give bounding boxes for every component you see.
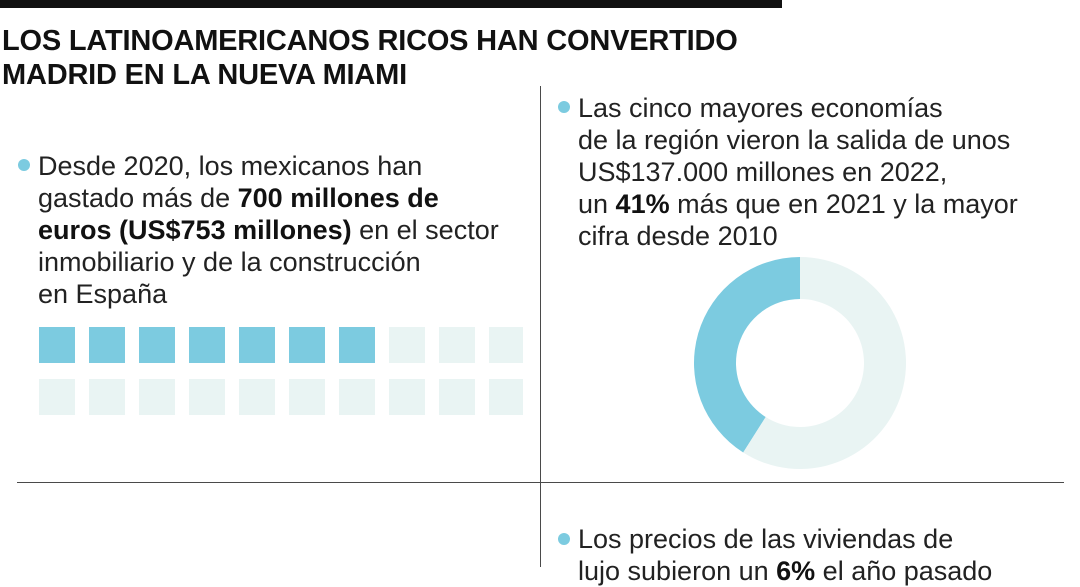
donut-slice-rest	[743, 257, 906, 469]
stat-outflow-line-4: un 41% más que en 2021 y la mayor	[578, 188, 1018, 220]
stat-highlight: 41%	[615, 189, 670, 219]
bullet-dot-icon	[18, 159, 30, 171]
stat-text: un	[578, 189, 616, 219]
bullet-dot-icon	[558, 533, 570, 545]
waffle-cell-empty	[489, 379, 523, 415]
waffle-cell-filled	[39, 327, 75, 363]
bullet-dot-icon	[558, 101, 570, 113]
waffle-cell-empty	[89, 379, 125, 415]
stat-spending-line-4: inmobiliario y de la construcción	[38, 247, 421, 277]
waffle-cell-empty	[489, 327, 523, 363]
waffle-cell-empty	[389, 379, 425, 415]
stat-highlight: 6%	[776, 556, 816, 586]
stat-spending-line-3: euros (US$753 millones) en el sector	[38, 214, 499, 246]
stat-outflow-line-2: de la región vieron la salida de unos	[578, 125, 1011, 155]
stat-spending: Desde 2020, los mexicanos han gastado má…	[38, 150, 499, 310]
stat-text: más que en 2021 y la mayor	[669, 189, 1018, 219]
waffle-cell-empty	[289, 379, 325, 415]
waffle-cell-empty	[139, 379, 175, 415]
headline-line-2: MADRID EN LA NUEVA MIAMI	[2, 59, 407, 91]
waffle-chart	[39, 327, 523, 415]
stat-text: gastado más de	[38, 183, 238, 213]
headline-line-1: LOS LATINOAMERICANOS RICOS HAN CONVERTID…	[2, 25, 738, 57]
stat-highlight: 700 millones de	[237, 183, 439, 213]
horizontal-divider	[17, 482, 1064, 483]
stat-spending-line-2: gastado más de 700 millones de	[38, 182, 499, 214]
stat-text: lujo subieron un	[578, 556, 777, 586]
stat-text: en el sector	[351, 215, 499, 245]
waffle-cell-filled	[289, 327, 325, 363]
waffle-cell-filled	[189, 327, 225, 363]
stat-spending-line-5: en España	[38, 279, 168, 309]
waffle-cell-empty	[439, 327, 475, 363]
waffle-cell-filled	[339, 327, 375, 363]
waffle-cell-empty	[189, 379, 225, 415]
stat-prices-line-2: lujo subieron un 6% el año pasado	[578, 555, 992, 587]
waffle-cell-empty	[389, 327, 425, 363]
stat-outflow: Las cinco mayores economías de la región…	[578, 92, 1018, 252]
waffle-cell-empty	[39, 379, 75, 415]
stat-outflow-line-1: Las cinco mayores economías	[578, 93, 943, 123]
donut-chart	[694, 257, 906, 469]
waffle-cell-empty	[239, 379, 275, 415]
stat-outflow-line-3: US$137.000 millones en 2022,	[578, 157, 948, 187]
stat-outflow-line-5: cifra desde 2010	[578, 221, 778, 251]
waffle-cell-filled	[239, 327, 275, 363]
waffle-cell-empty	[339, 379, 375, 415]
waffle-cell-empty	[439, 379, 475, 415]
waffle-cell-filled	[89, 327, 125, 363]
vertical-divider	[540, 86, 541, 567]
stat-prices: Los precios de las viviendas de lujo sub…	[578, 523, 992, 587]
stat-spending-line-1: Desde 2020, los mexicanos han	[38, 151, 423, 181]
headline: LOS LATINOAMERICANOS RICOS HAN CONVERTID…	[2, 24, 802, 92]
donut-slice-highlight	[694, 257, 800, 453]
top-rule	[0, 0, 782, 8]
waffle-cell-filled	[139, 327, 175, 363]
stat-highlight: euros (US$753 millones)	[38, 215, 352, 245]
stat-prices-line-1: Los precios de las viviendas de	[578, 524, 954, 554]
stat-text: el año pasado	[815, 556, 993, 586]
